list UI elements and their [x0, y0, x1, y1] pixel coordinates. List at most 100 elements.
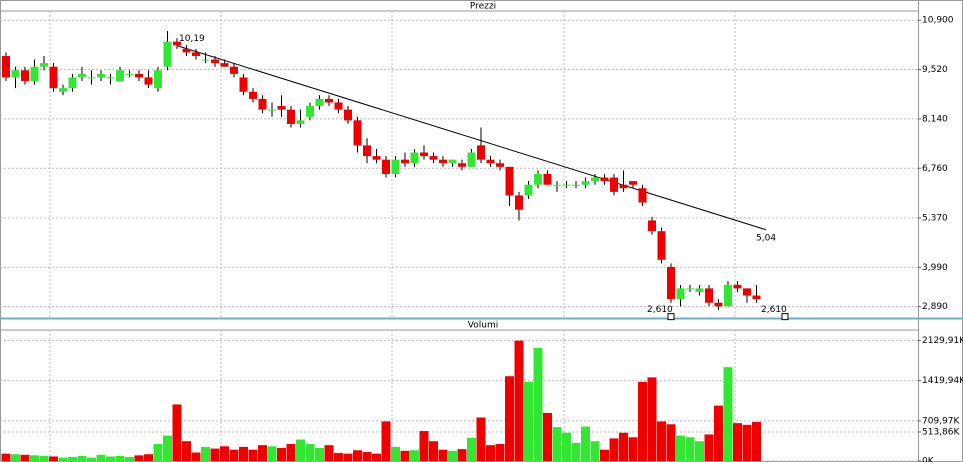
- candle-body: [287, 109, 295, 124]
- volume-bar: [229, 449, 239, 461]
- volume-bar: [495, 444, 505, 461]
- candle-body: [78, 73, 86, 78]
- candle-body: [173, 41, 181, 46]
- volume-bar: [163, 435, 172, 461]
- marker: [781, 313, 789, 321]
- candle-body: [344, 109, 352, 121]
- volume-bar: [1, 453, 11, 461]
- volume-bar: [372, 453, 381, 461]
- volume-bar: [524, 381, 533, 461]
- y-tick-label: 6,760: [922, 164, 948, 174]
- volume-bar: [457, 449, 467, 461]
- volume-bar: [353, 450, 362, 461]
- volume-bar: [125, 457, 134, 461]
- volume-bar: [210, 448, 220, 461]
- volume-bar: [191, 452, 201, 461]
- y-tick-label: 0K: [922, 457, 935, 462]
- candle-body: [448, 159, 457, 164]
- candle-body: [49, 66, 58, 89]
- candle-body: [11, 70, 20, 78]
- volume-bar: [134, 455, 144, 461]
- candle-body: [676, 288, 685, 300]
- marker-label: 2,610: [761, 305, 787, 315]
- candle-body: [467, 152, 476, 167]
- volume-bar: [695, 441, 704, 461]
- volume-bar: [106, 456, 115, 461]
- volume-bar: [343, 453, 353, 461]
- candle-body: [201, 59, 210, 61]
- candle-body: [439, 159, 447, 164]
- candle-body: [410, 152, 419, 164]
- volume-bar: [400, 450, 410, 461]
- volume-bar: [96, 454, 106, 461]
- candle-body: [515, 195, 523, 210]
- volume-bar: [172, 404, 182, 461]
- volume-bar: [391, 446, 400, 461]
- candle-body: [524, 184, 533, 196]
- candle-body: [420, 152, 428, 157]
- candle-body: [2, 55, 10, 78]
- candle-body: [334, 102, 343, 110]
- candle-body: [268, 109, 276, 111]
- candle-body: [306, 106, 314, 117]
- candle-body: [353, 120, 362, 146]
- candle-body: [230, 66, 238, 74]
- candle-body: [496, 163, 504, 167]
- volume-bar: [543, 412, 552, 461]
- volume-bar: [324, 445, 334, 461]
- panel-title: Volumi: [468, 321, 498, 331]
- volume-bar: [514, 340, 524, 461]
- volume-bar: [609, 438, 619, 461]
- candle-body: [315, 98, 324, 107]
- volume-bar: [505, 376, 514, 461]
- volume-bar: [619, 432, 628, 461]
- volume-bar: [467, 437, 476, 461]
- volume-bar: [429, 441, 438, 461]
- candle-body: [477, 145, 485, 160]
- candle-body: [296, 120, 305, 124]
- volume-bar: [49, 456, 58, 461]
- volume-bar: [638, 381, 647, 461]
- candle-body: [619, 184, 628, 189]
- volume-bar: [201, 446, 210, 461]
- y-tick-label: 2129,91K: [922, 336, 963, 346]
- volume-bar: [410, 450, 419, 461]
- volume-bar: [581, 426, 590, 461]
- volume-bar: [600, 449, 609, 461]
- trendline-label: 10,19: [179, 34, 205, 44]
- volume-bar: [647, 377, 657, 461]
- candle-body: [629, 181, 637, 185]
- candle-body: [486, 159, 495, 164]
- candle-body: [59, 88, 67, 92]
- volume-bar: [286, 444, 296, 461]
- y-tick-label: 8,140: [922, 114, 948, 124]
- candle-body: [705, 288, 713, 303]
- candle-body: [249, 91, 257, 99]
- candle-body: [743, 288, 751, 296]
- candle-body: [657, 231, 666, 260]
- candle-body: [21, 70, 29, 82]
- y-tick-label: 9,520: [922, 65, 948, 75]
- volume-bar: [486, 445, 495, 461]
- candle-body: [372, 156, 381, 160]
- y-tick-label: 3,990: [922, 263, 948, 273]
- candle-body: [401, 159, 409, 164]
- candle-body: [258, 98, 267, 110]
- volume-bar: [115, 455, 125, 461]
- candle-body: [562, 184, 571, 186]
- candle-body: [752, 295, 761, 300]
- volume-bar: [590, 441, 600, 461]
- volume-bar: [657, 421, 666, 461]
- volume-bar: [533, 347, 543, 461]
- volume-bar: [58, 457, 68, 461]
- candle-body: [638, 188, 647, 203]
- volume-bar: [628, 437, 638, 461]
- candle-body: [40, 63, 48, 67]
- candle-body: [714, 302, 723, 307]
- volume-bar: [334, 453, 343, 461]
- y-tick-label: 2,890: [922, 302, 948, 312]
- volume-bar: [220, 446, 229, 461]
- volume-bar: [714, 405, 723, 461]
- volume-bar: [704, 434, 714, 461]
